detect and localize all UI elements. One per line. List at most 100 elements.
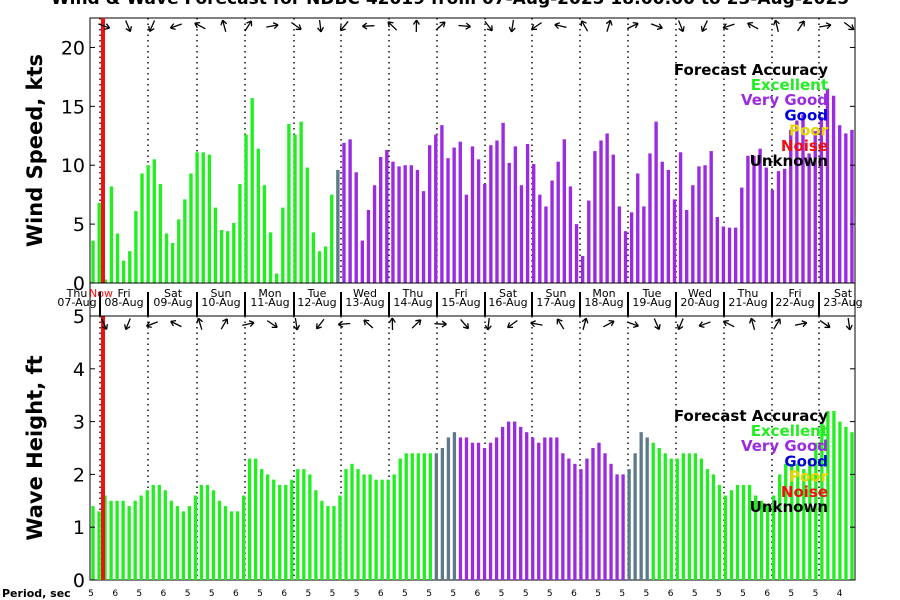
arrow-shaft bbox=[98, 23, 110, 29]
wave-bar bbox=[91, 506, 95, 580]
day-name: Sun bbox=[546, 287, 567, 300]
arrow-head bbox=[248, 320, 255, 328]
day-name: Sat bbox=[834, 287, 853, 300]
wave-direction-arrow bbox=[337, 320, 351, 328]
day-axis: Thu07-AugNowFri08-AugSat09-AugSun10-AugM… bbox=[57, 282, 863, 317]
wave-bar bbox=[464, 437, 469, 580]
arrow-shaft bbox=[747, 22, 759, 30]
day-date: 14-Aug bbox=[393, 296, 432, 309]
arrow-shaft bbox=[677, 20, 684, 32]
wave-direction-arrow bbox=[145, 321, 158, 328]
wave-bar bbox=[531, 437, 535, 580]
arrow-shaft bbox=[318, 19, 322, 33]
wind-bar bbox=[421, 191, 426, 283]
wind-bar bbox=[623, 231, 628, 283]
wind-bar bbox=[97, 202, 101, 283]
wave-bar bbox=[717, 484, 722, 580]
period-value: 6 bbox=[281, 589, 287, 599]
wave-bar bbox=[778, 474, 782, 580]
wave-bar bbox=[543, 437, 547, 580]
wave-bar bbox=[308, 474, 312, 580]
wind-direction-arrow bbox=[169, 23, 182, 30]
arrow-shaft bbox=[220, 318, 228, 330]
wave-legend-item: Noise bbox=[781, 483, 828, 501]
wind-direction-arrow bbox=[291, 21, 302, 31]
wave-legend-title: Forecast Accuracy bbox=[674, 407, 828, 425]
day-name: Sat bbox=[164, 287, 183, 300]
day-name: Fri bbox=[788, 287, 801, 300]
arrow-shaft bbox=[626, 321, 639, 327]
wave-bar bbox=[597, 442, 601, 580]
arrow-head bbox=[801, 320, 808, 328]
wave-bar bbox=[844, 426, 848, 580]
wind-bar bbox=[733, 227, 738, 283]
wind-bar bbox=[532, 164, 536, 283]
wave-bar bbox=[253, 458, 258, 580]
wave-bar bbox=[820, 421, 824, 580]
wind-bar bbox=[121, 260, 126, 283]
arrow-head bbox=[462, 323, 470, 330]
day-name: Mon bbox=[258, 287, 281, 300]
wave-bar bbox=[603, 453, 607, 580]
wave-direction-arrow bbox=[794, 320, 808, 328]
wave-bar bbox=[741, 484, 746, 580]
wave-bar bbox=[790, 463, 794, 580]
wave-bar bbox=[266, 474, 270, 580]
wind-direction-arrow bbox=[605, 19, 613, 32]
wave-bar bbox=[687, 453, 691, 580]
wind-bar bbox=[562, 139, 566, 283]
wave-bar bbox=[723, 495, 728, 580]
wind-bar bbox=[336, 169, 340, 283]
wave-bar bbox=[296, 469, 300, 580]
arrow-head bbox=[246, 20, 253, 27]
period-label: Period, sec bbox=[2, 587, 71, 600]
wave-bar bbox=[808, 458, 812, 580]
wave-bar bbox=[133, 500, 137, 580]
arrow-shaft bbox=[170, 23, 182, 29]
arrow-head bbox=[271, 322, 278, 329]
wind-direction-arrow bbox=[339, 20, 349, 32]
wind-direction-arrow bbox=[627, 22, 639, 30]
wind-bar bbox=[678, 152, 683, 283]
wave-ytick-label: 3 bbox=[73, 412, 85, 434]
wind-bar bbox=[323, 246, 328, 283]
wave-bar bbox=[332, 506, 336, 580]
arrow-shaft bbox=[487, 317, 490, 331]
wave-bar bbox=[796, 463, 800, 580]
wind-bar bbox=[109, 186, 114, 283]
arrow-shaft bbox=[316, 318, 325, 330]
wind-bar bbox=[311, 232, 316, 283]
wave-bar bbox=[645, 437, 649, 580]
wind-bar bbox=[782, 168, 787, 283]
day-date: 20-Aug bbox=[680, 296, 719, 309]
wave-direction-arrow bbox=[388, 317, 396, 331]
wind-bar bbox=[648, 153, 652, 283]
wave-bar bbox=[633, 453, 637, 580]
wind-bar bbox=[170, 242, 175, 283]
wind-bar bbox=[525, 144, 530, 283]
wave-direction-arrow bbox=[411, 319, 422, 329]
wind-direction-arrow bbox=[148, 20, 156, 33]
arrow-shaft bbox=[750, 318, 756, 330]
wave-bar bbox=[537, 442, 541, 580]
wave-bar bbox=[278, 484, 282, 580]
wave-bar bbox=[398, 458, 402, 580]
arrow-head bbox=[104, 23, 111, 30]
wave-bar bbox=[567, 458, 571, 580]
arrow-shaft bbox=[847, 317, 851, 331]
wind-direction-arrow bbox=[677, 20, 685, 33]
wind-bar bbox=[409, 165, 413, 283]
wave-bar bbox=[561, 453, 565, 580]
wave-bar bbox=[386, 479, 390, 580]
arrow-shaft bbox=[677, 318, 684, 330]
wind-bar bbox=[825, 88, 830, 283]
wave-bar bbox=[121, 500, 125, 580]
wind-bar bbox=[403, 165, 407, 283]
arrow-shaft bbox=[266, 320, 278, 328]
period-value: 6 bbox=[233, 589, 239, 599]
wave-direction-arrow bbox=[293, 317, 301, 331]
wave-bar bbox=[157, 484, 161, 580]
wind-bar bbox=[427, 145, 432, 283]
arrow-shaft bbox=[100, 318, 108, 330]
wind-bar bbox=[752, 155, 756, 283]
